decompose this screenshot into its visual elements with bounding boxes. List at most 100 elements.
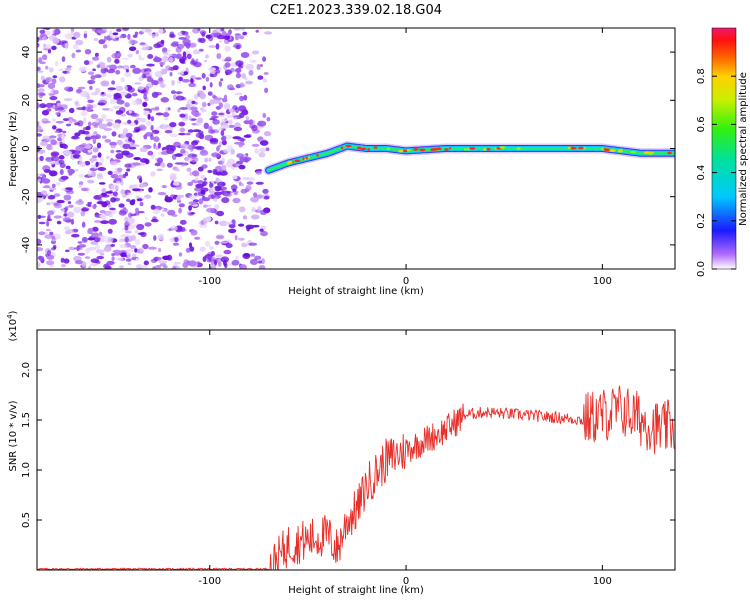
noise-dot — [245, 224, 255, 230]
noise-dot — [224, 263, 228, 269]
noise-dot — [90, 92, 99, 96]
noise-dot — [180, 143, 189, 150]
noise-dot — [54, 130, 59, 133]
noise-dot — [172, 41, 179, 45]
noise-dot — [175, 91, 183, 94]
noise-dot — [207, 102, 211, 107]
noise-dot — [185, 42, 191, 49]
ridge-peak — [294, 159, 301, 163]
noise-dot — [126, 168, 131, 172]
noise-dot — [55, 120, 64, 124]
noise-dot — [198, 220, 207, 226]
noise-dot — [53, 202, 62, 209]
noise-dot — [137, 210, 145, 214]
noise-dot — [257, 75, 264, 80]
noise-dot — [185, 132, 191, 136]
noise-dot — [101, 187, 107, 194]
noise-dot — [243, 134, 251, 138]
noise-dot — [150, 171, 156, 177]
noise-dot — [126, 217, 136, 225]
noise-dot — [208, 45, 217, 48]
noise-dot — [65, 123, 72, 127]
noise-dot — [130, 112, 137, 116]
noise-dot — [191, 153, 198, 158]
noise-dot — [49, 161, 56, 165]
noise-dot — [40, 141, 48, 147]
noise-dot — [101, 108, 111, 111]
noise-dot — [171, 214, 178, 217]
noise-dot — [209, 82, 213, 88]
noise-dot — [41, 178, 51, 184]
noise-dot — [56, 220, 62, 225]
ridge-peak — [583, 146, 586, 150]
noise-dot — [263, 131, 272, 137]
noise-dot — [181, 31, 189, 36]
noise-dot — [211, 152, 220, 158]
noise-dot — [115, 85, 124, 92]
x-tick-label: -100 — [198, 276, 221, 287]
noise-dot — [115, 150, 122, 153]
noise-dot — [77, 252, 86, 256]
noise-dot — [245, 80, 254, 85]
noise-dot — [88, 246, 97, 251]
noise-dot — [87, 227, 94, 235]
noise-dot — [159, 61, 166, 66]
noise-dot — [197, 180, 204, 184]
noise-dot — [154, 106, 160, 110]
noise-dot — [181, 78, 191, 83]
noise-dot — [239, 82, 244, 88]
noise-dot — [180, 148, 186, 154]
noise-dot — [63, 194, 72, 201]
noise-dot — [146, 63, 155, 67]
noise-dot — [56, 199, 65, 204]
noise-dot — [243, 94, 248, 101]
noise-dot — [264, 87, 269, 94]
noise-dot — [51, 45, 57, 51]
noise-dot — [83, 116, 87, 124]
noise-dot — [60, 175, 69, 180]
noise-dot — [194, 187, 203, 192]
noise-dot — [224, 69, 232, 75]
noise-dot — [87, 179, 95, 184]
noise-dots — [37, 28, 273, 269]
noise-dot — [261, 258, 265, 265]
noise-dot — [128, 212, 133, 219]
noise-dot — [124, 171, 128, 177]
noise-dot — [157, 192, 167, 196]
noise-dot — [221, 164, 227, 171]
noise-dot — [87, 108, 92, 112]
noise-dot — [96, 255, 104, 260]
noise-dot — [216, 236, 225, 239]
ridge-peak — [603, 148, 607, 151]
noise-dot — [163, 116, 169, 121]
noise-dot — [162, 208, 170, 213]
noise-dot — [128, 46, 137, 52]
noise-dot — [59, 76, 66, 83]
noise-dot — [49, 96, 58, 101]
colorbar-ticks: 0.0 0.2 0.4 0.6 0.8 — [696, 68, 736, 277]
noise-dot — [243, 156, 252, 162]
noise-dot — [118, 265, 124, 269]
y-tick-label: 40 — [21, 46, 32, 59]
noise-dot — [216, 53, 222, 60]
noise-dot — [110, 244, 116, 247]
noise-dot — [173, 261, 181, 265]
noise-dot — [67, 201, 72, 205]
noise-dot — [38, 193, 44, 199]
noise-dot — [147, 31, 153, 36]
noise-dot — [266, 117, 271, 122]
noise-dot — [129, 199, 136, 206]
noise-dot — [195, 145, 205, 151]
noise-dot — [46, 220, 50, 227]
noise-dot — [121, 57, 129, 60]
noise-dot — [179, 113, 186, 118]
noise-dot — [139, 201, 144, 207]
noise-dot — [201, 101, 207, 108]
noise-dot — [90, 157, 94, 164]
noise-dot — [101, 215, 107, 221]
noise-dot — [53, 215, 62, 219]
y-tick-label: 0 — [21, 145, 32, 151]
noise-dot — [64, 42, 69, 49]
noise-dot — [198, 198, 204, 205]
noise-dot — [204, 157, 209, 163]
